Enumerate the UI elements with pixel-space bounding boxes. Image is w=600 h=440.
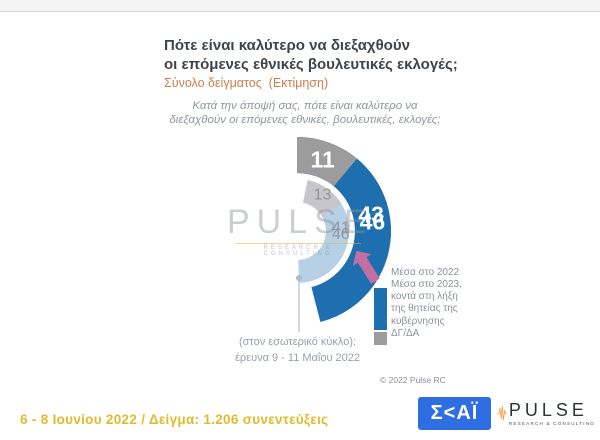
pulse-logo-name: PULSE (508, 400, 588, 420)
outer-value-label-2: 11 (311, 147, 336, 173)
pulse-logo-tagline: RESEARCH & CONSULTING (508, 421, 595, 426)
pulse-logo: PULSE RESEARCH & CONSULTING (497, 392, 595, 434)
skai-logo: Σ<ΑΪ (418, 397, 491, 430)
top-divider-strip (0, 0, 600, 12)
inner-ring-callout (296, 275, 302, 332)
legend-item-2022: Μέσα στο 2022 (391, 267, 460, 278)
outer-value-label-1: 46 (360, 209, 386, 235)
survey-question: Κατά την άποψή σας, πότε είναι καλύτερο … (169, 100, 441, 126)
legend-square-marker (374, 332, 387, 345)
legend-item-dkda: ΔΓ/ΔΑ (391, 328, 420, 339)
outer-segment-2 (297, 137, 357, 187)
pulse-waveform-icon (497, 405, 507, 421)
page-title: Πότε είναι καλύτερο να διεξαχθούν οι επό… (164, 37, 458, 73)
skai-logo-text: Σ<ΑΪ (430, 402, 479, 424)
copyright-text: © 2022 Pulse RC (380, 375, 446, 385)
footer-date-sample: 6 - 8 Ιουνίου 2022 / Δείγμα: 1.206 συνεν… (20, 412, 329, 427)
legend-bar-marker (374, 288, 387, 330)
legend-item-2023: Μέσα στο 2023, κοντά στη λήξη της θητεία… (391, 279, 462, 327)
inner-value-label-1: 46 (332, 226, 350, 243)
inner-value-label-0: 41 (332, 219, 350, 236)
sample-subtitle: Σύνολο δείγματος (Εκτίμηση) (164, 76, 329, 90)
inner-circle-note: (στον εσωτερικό κύκλο): έρευνα 9 - 11 Μα… (235, 336, 360, 364)
inner-value-label-2: 13 (314, 187, 332, 204)
inner-segment-2 (303, 180, 342, 216)
outer-value-label-0: 43 (358, 201, 384, 227)
